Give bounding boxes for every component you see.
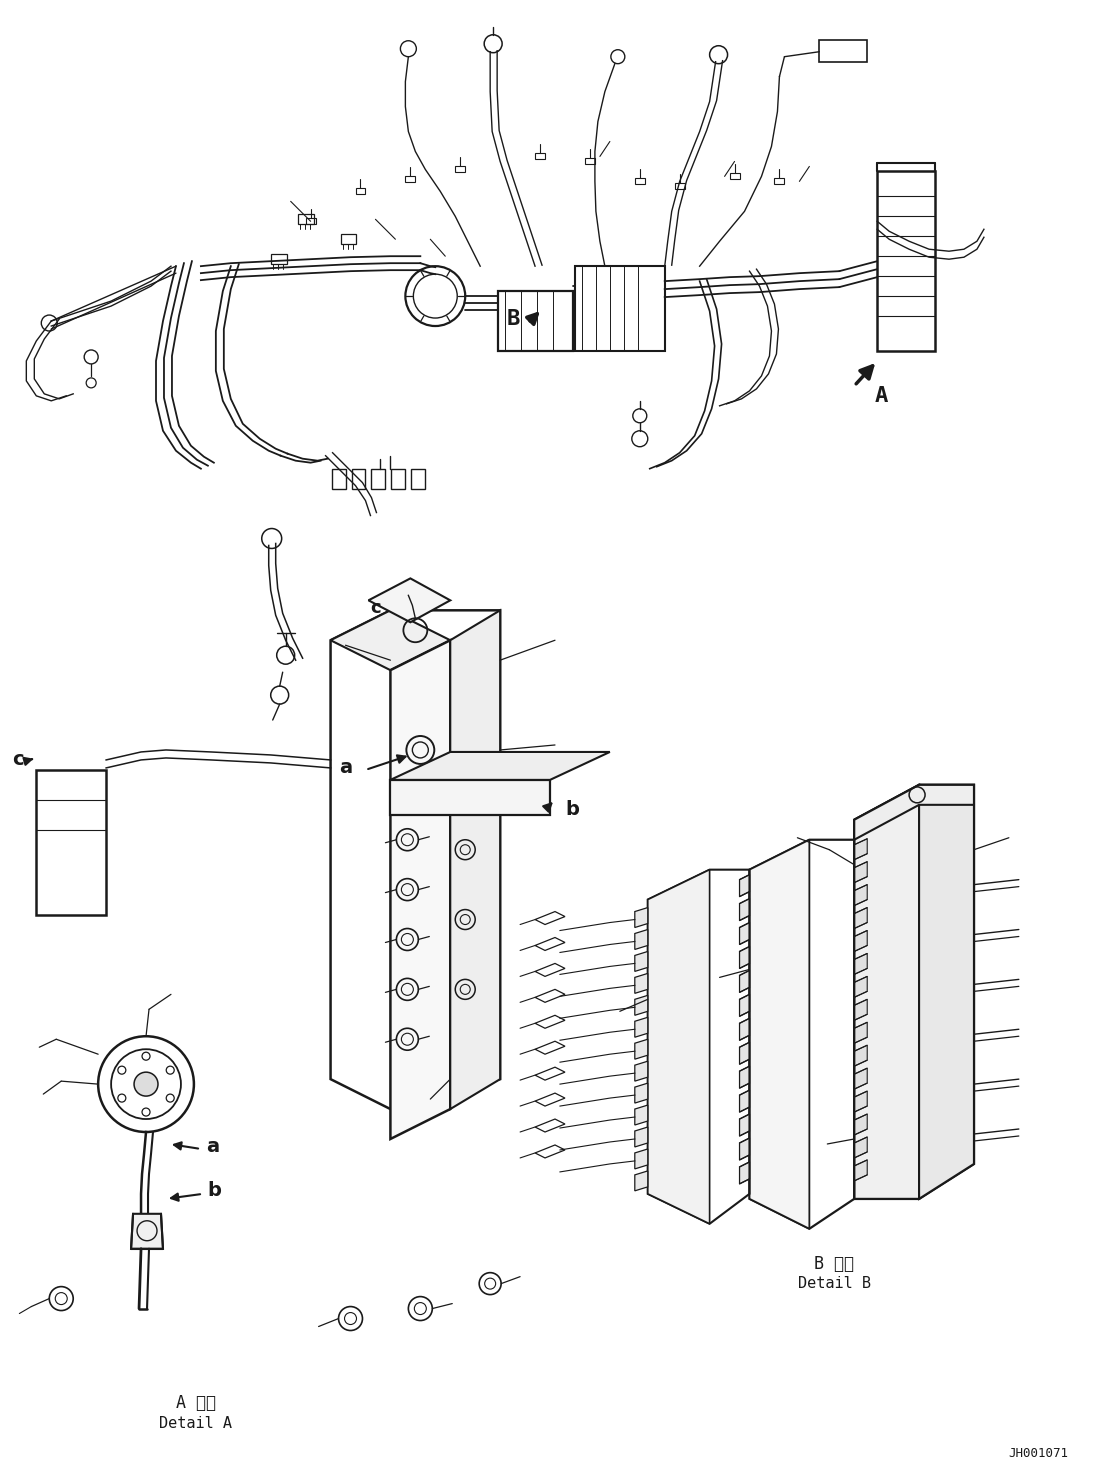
Bar [575, 266, 664, 351]
Text: c: c [12, 751, 23, 770]
Polygon shape [854, 784, 974, 840]
Polygon shape [919, 784, 974, 1199]
Polygon shape [854, 1161, 868, 1181]
Polygon shape [854, 1046, 868, 1066]
Bar [37, 770, 107, 915]
Bar [406, 176, 416, 182]
Polygon shape [854, 1137, 868, 1158]
Text: a: a [339, 758, 352, 777]
Polygon shape [740, 971, 750, 993]
Polygon shape [740, 1114, 750, 1136]
Polygon shape [740, 995, 750, 1017]
Polygon shape [854, 930, 868, 952]
Polygon shape [854, 784, 919, 1199]
Polygon shape [390, 752, 610, 780]
Polygon shape [634, 1061, 648, 1081]
Polygon shape [854, 862, 868, 883]
Polygon shape [740, 899, 750, 921]
Polygon shape [331, 610, 450, 670]
Bar [341, 234, 357, 244]
Polygon shape [634, 1039, 648, 1059]
Bar [371, 469, 386, 489]
Bar [411, 469, 426, 489]
Text: JH001071: JH001071 [1009, 1447, 1069, 1460]
Polygon shape [740, 1042, 750, 1064]
Polygon shape [854, 1091, 868, 1112]
Text: B: B [507, 308, 520, 329]
Polygon shape [854, 1068, 868, 1089]
Bar [306, 219, 316, 225]
Bar [819, 40, 868, 62]
Polygon shape [634, 1083, 648, 1103]
Polygon shape [854, 977, 868, 997]
Polygon shape [740, 1162, 750, 1184]
Polygon shape [131, 1213, 163, 1249]
Polygon shape [750, 840, 810, 1228]
Text: b: b [565, 801, 579, 820]
Text: b: b [208, 1181, 222, 1200]
Polygon shape [634, 974, 648, 993]
Text: B 詳細: B 詳細 [814, 1255, 854, 1272]
Circle shape [134, 1072, 158, 1096]
Polygon shape [634, 1149, 648, 1169]
Bar [730, 173, 740, 179]
Polygon shape [854, 884, 868, 905]
Polygon shape [854, 815, 868, 837]
Polygon shape [740, 923, 750, 945]
Polygon shape [740, 1090, 750, 1112]
Polygon shape [634, 1018, 648, 1037]
Bar [298, 214, 313, 225]
Polygon shape [634, 930, 648, 949]
Polygon shape [390, 640, 450, 1138]
Bar [584, 159, 594, 165]
Bar [634, 178, 644, 185]
Bar [391, 469, 406, 489]
Bar [674, 184, 684, 190]
Polygon shape [740, 1138, 750, 1161]
Bar [331, 469, 346, 489]
Polygon shape [854, 1114, 868, 1136]
Polygon shape [450, 610, 500, 1109]
Polygon shape [854, 999, 868, 1021]
Bar [498, 291, 573, 351]
Bar [878, 172, 935, 351]
Polygon shape [740, 874, 750, 896]
Bar [774, 178, 784, 185]
Polygon shape [369, 579, 450, 623]
Bar [456, 166, 466, 172]
Text: c: c [370, 599, 380, 617]
Polygon shape [740, 1066, 750, 1089]
Bar [351, 469, 366, 489]
Text: A: A [874, 386, 888, 405]
Polygon shape [854, 908, 868, 928]
Polygon shape [634, 1127, 648, 1147]
Bar [271, 254, 287, 264]
Text: Detail B: Detail B [798, 1277, 871, 1291]
Polygon shape [854, 839, 868, 859]
Polygon shape [634, 996, 648, 1015]
Polygon shape [740, 946, 750, 968]
Polygon shape [634, 952, 648, 971]
Polygon shape [648, 870, 710, 1224]
Polygon shape [740, 1018, 750, 1040]
Polygon shape [634, 908, 648, 927]
Polygon shape [854, 953, 868, 974]
Text: a: a [206, 1137, 219, 1156]
Polygon shape [390, 780, 550, 815]
Polygon shape [634, 1171, 648, 1191]
Polygon shape [634, 1105, 648, 1125]
Bar [356, 188, 366, 194]
Text: A 詳細: A 詳細 [176, 1394, 216, 1412]
Polygon shape [854, 1022, 868, 1043]
Bar [536, 153, 546, 160]
Text: Detail A: Detail A [159, 1416, 232, 1431]
